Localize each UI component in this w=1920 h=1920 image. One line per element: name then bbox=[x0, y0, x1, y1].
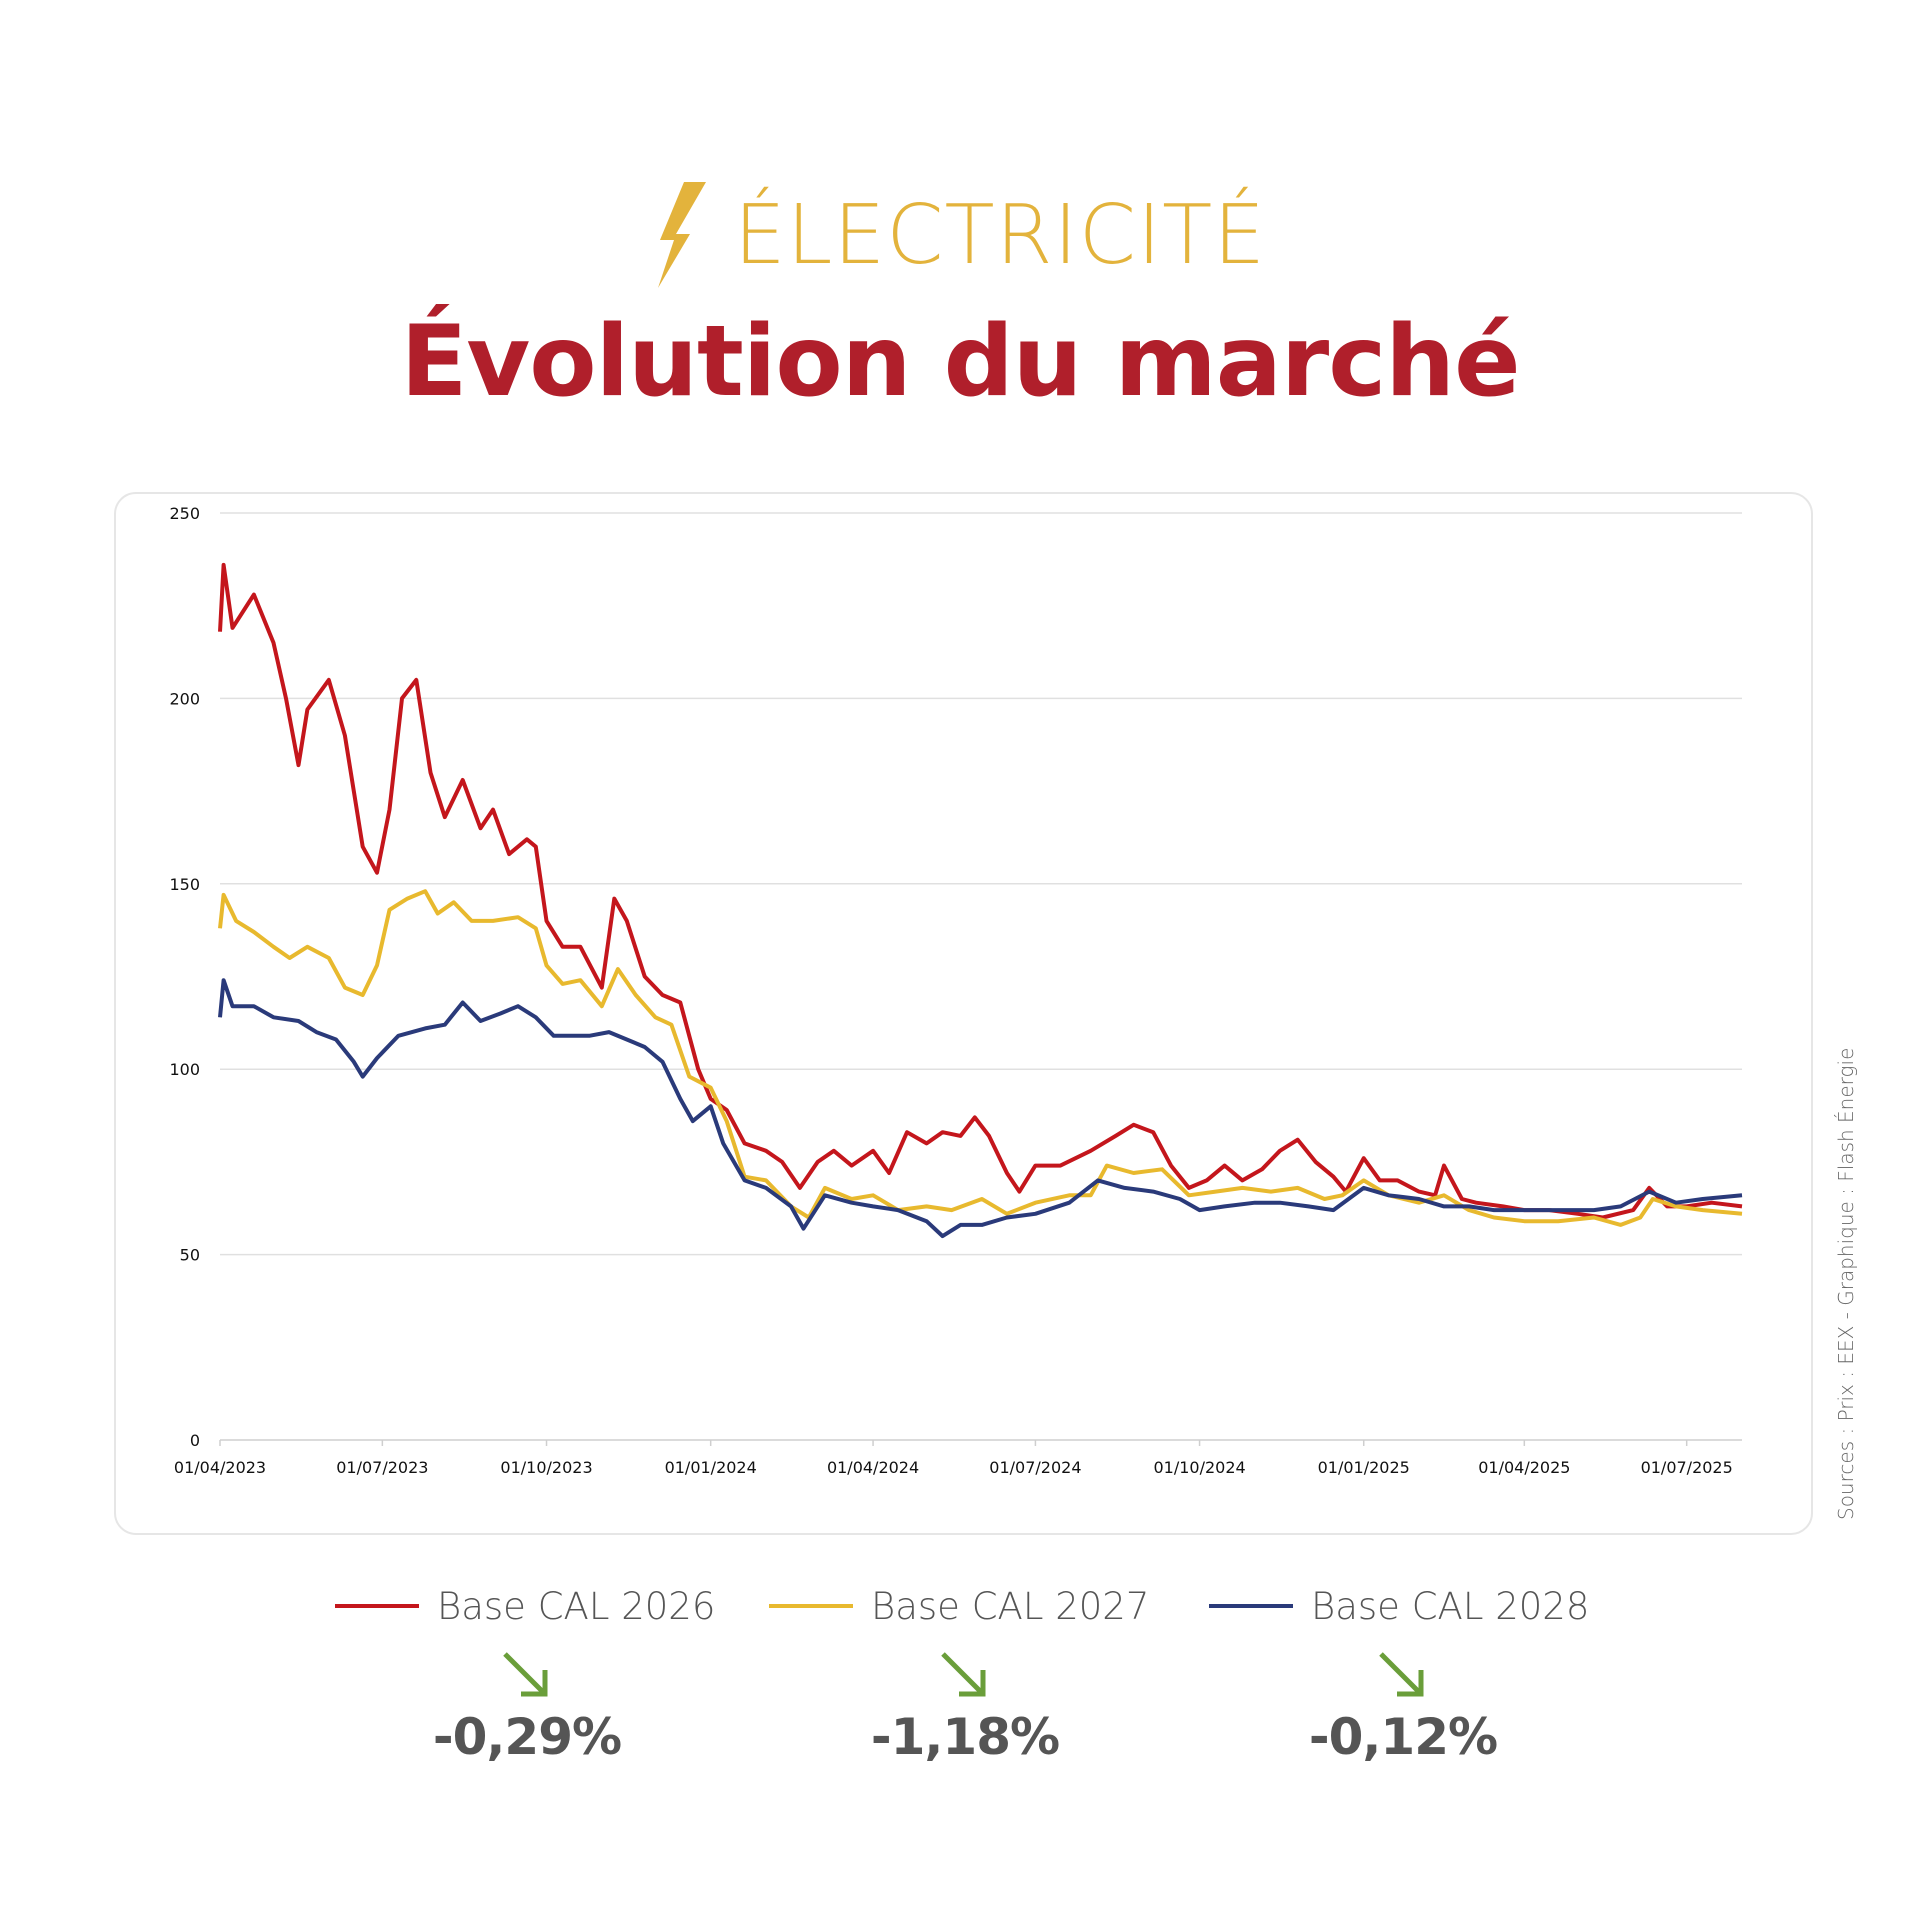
legend-item-cal-2028: Base CAL 2028 bbox=[1209, 1582, 1589, 1630]
legend-label: Base CAL 2027 bbox=[871, 1584, 1150, 1628]
series-line-base-cal-2028 bbox=[218, 978, 1743, 1239]
chart-card bbox=[114, 492, 1813, 1535]
y-tick-label: 200 bbox=[169, 689, 200, 708]
category-label: ÉLECTRICITÉ bbox=[733, 187, 1267, 283]
change-value: -0,29% bbox=[432, 1708, 622, 1766]
y-tick-label: 100 bbox=[169, 1060, 200, 1079]
x-tick-label: 01/04/2023 bbox=[174, 1458, 266, 1477]
legend-swatch bbox=[769, 1604, 853, 1608]
change-cal-2027: -1,18% bbox=[835, 1650, 1095, 1766]
x-tick-label: 01/04/2025 bbox=[1478, 1458, 1570, 1477]
y-tick-label: 150 bbox=[169, 875, 200, 894]
series-line-base-cal-2026 bbox=[218, 562, 1743, 1220]
y-tick-label: 250 bbox=[169, 504, 200, 523]
arrow-down-right-icon bbox=[503, 1652, 548, 1697]
lightning-bolt-icon bbox=[657, 182, 706, 288]
arrow-down-right-icon bbox=[1379, 1652, 1424, 1697]
change-value: -0,12% bbox=[1308, 1708, 1498, 1766]
legend-label: Base CAL 2026 bbox=[437, 1584, 716, 1628]
x-tick-label: 01/07/2024 bbox=[989, 1458, 1081, 1477]
legend-swatch bbox=[335, 1604, 419, 1608]
category-header: ÉLECTRICITÉ bbox=[0, 182, 1920, 288]
legend-label: Base CAL 2028 bbox=[1311, 1584, 1590, 1628]
series-line-base-cal-2027 bbox=[218, 889, 1743, 1227]
change-cal-2028: -0,12% bbox=[1273, 1650, 1533, 1766]
x-tick-label: 01/04/2024 bbox=[827, 1458, 919, 1477]
page-title: Évolution du marché bbox=[400, 305, 1520, 419]
x-tick-label: 01/10/2024 bbox=[1153, 1458, 1245, 1477]
x-tick-label: 01/01/2024 bbox=[665, 1458, 757, 1477]
x-tick-label: 01/07/2023 bbox=[336, 1458, 428, 1477]
source-note: Sources : Prix : EEX - Graphique : Flash… bbox=[1834, 1047, 1858, 1520]
x-tick-label: 01/07/2025 bbox=[1641, 1458, 1733, 1477]
legend-item-cal-2026: Base CAL 2026 bbox=[335, 1582, 715, 1630]
line-chart: 0 50 100 150 200 250 01/04/2023 01/07/2023 01/10… bbox=[169, 504, 1743, 1477]
legend-item-cal-2027: Base CAL 2027 bbox=[769, 1582, 1149, 1630]
y-tick-label: 50 bbox=[180, 1246, 200, 1265]
x-tick-label: 01/10/2023 bbox=[500, 1458, 592, 1477]
arrow-down-right-icon bbox=[941, 1652, 986, 1697]
change-value: -1,18% bbox=[870, 1708, 1060, 1766]
x-tick-label: 01/01/2025 bbox=[1318, 1458, 1410, 1477]
legend-swatch bbox=[1209, 1604, 1293, 1608]
y-tick-label: 0 bbox=[190, 1431, 200, 1450]
change-cal-2026: -0,29% bbox=[397, 1650, 657, 1766]
